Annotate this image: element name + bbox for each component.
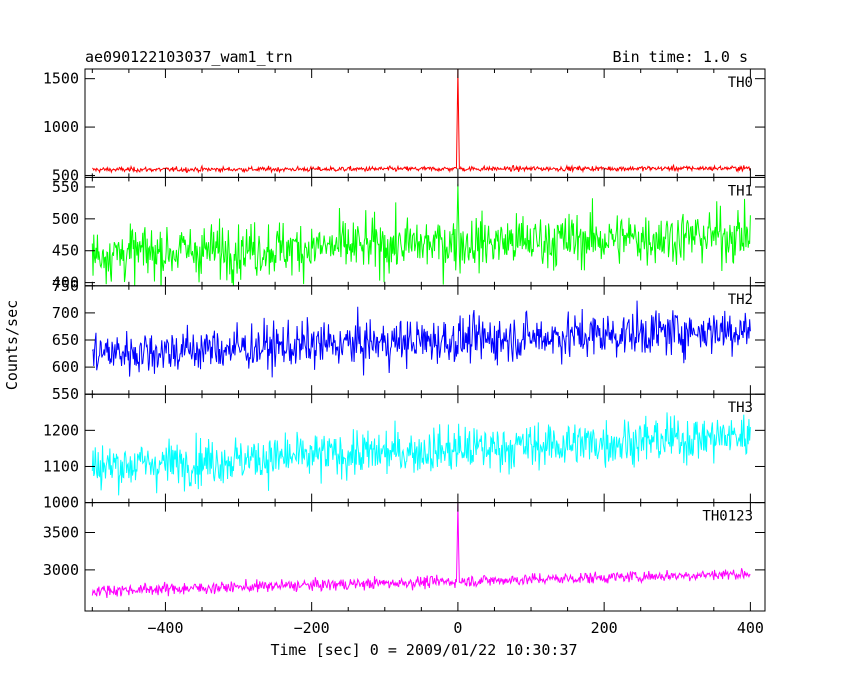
panel-th2: TH2 550 600 650 700 750 [52,277,766,403]
panel-th0: TH0 500 1000 1500 [43,68,766,184]
panel-th1: TH1 400 450 500 550 [52,176,766,292]
x-tick-labels: −400 −200 0 200 400 [147,619,764,637]
panel-th3: TH3 1000 1100 1200 [43,393,766,512]
y-tick-label: 1500 [43,70,79,88]
panel-frame [84,502,766,612]
y-axis-label: Counts/sec [3,300,21,390]
y-tick-label: 400 [52,274,79,292]
series-th3 [91,412,751,496]
y-tick-label: 450 [52,242,79,260]
y-tick-label: 1000 [43,494,79,512]
y-tick-label: 750 [52,277,79,295]
panel-frame [84,176,766,287]
panel-frame [84,68,766,178]
y-tick-label: 1100 [43,457,79,475]
y-tick-label: 550 [52,178,79,196]
panel-label: TH2 [728,292,753,308]
y-tick-label: 700 [52,304,79,322]
panel-label: TH1 [728,183,753,199]
x-tick-label: 0 [453,619,462,637]
panel-label: TH3 [728,400,753,416]
x-tick-label: 200 [591,619,618,637]
series-th1 [91,183,751,286]
x-tick-label: −200 [294,619,330,637]
y-tick-label: 1200 [43,421,79,439]
y-tick-label: 3500 [43,524,79,542]
y-tick-label: 650 [52,331,79,349]
series-th0123 [91,502,751,599]
y-tick-label: 3000 [43,561,79,579]
series-th2 [91,300,751,378]
x-axis-label: Time [sec] 0 = 2009/01/22 10:30:37 [270,641,577,659]
x-tick-label: 400 [737,619,764,637]
y-tick-label: 600 [52,358,79,376]
panels-group: TH050010001500TH1400450500550TH255060065… [43,68,766,612]
bin-time-label: Bin time: 1.0 s [613,48,748,66]
panel-label: TH0 [728,75,753,91]
y-tick-label: 1000 [43,118,79,136]
y-tick-label: 500 [52,166,79,184]
panel-th0123: TH0123 3000 3500 [43,502,766,612]
panel-label: TH0123 [702,509,753,525]
y-tick-label: 500 [52,210,79,228]
y-tick-label: 550 [52,385,79,403]
series-th0 [92,69,751,174]
chart-title: ae090122103037_wam1_trn [85,48,293,66]
x-tick-label: −400 [147,619,183,637]
